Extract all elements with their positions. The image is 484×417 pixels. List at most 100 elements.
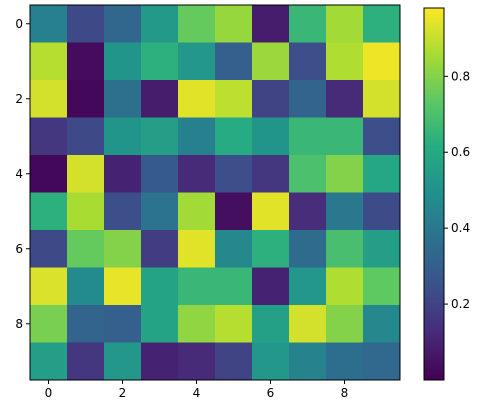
heatmap-cell	[178, 5, 216, 43]
y-axis: 0 2 4 6 8	[15, 17, 30, 331]
colorbar-gradient	[424, 8, 444, 380]
heatmap-cell	[363, 117, 401, 156]
colorbar-tick-label: 0.8	[451, 69, 470, 83]
heatmap-cell	[363, 342, 401, 381]
heatmap-cell	[363, 305, 401, 343]
heatmap-cell	[252, 192, 290, 231]
heatmap-cell	[104, 117, 142, 156]
heatmap-cell	[326, 42, 364, 81]
heatmap-cell	[67, 342, 105, 381]
heatmap-cell	[67, 155, 105, 193]
heatmap-cells	[30, 5, 401, 381]
heatmap-cell	[141, 230, 179, 268]
colorbar: 0.2 0.4 0.6 0.8	[423, 7, 470, 381]
heatmap-cell	[178, 305, 216, 343]
y-tick-label: 6	[15, 242, 23, 256]
heatmap-cell	[289, 305, 327, 343]
heatmap-cell	[326, 155, 364, 193]
heatmap-cell	[326, 230, 364, 268]
heatmap-cell	[326, 305, 364, 343]
heatmap-cell	[67, 117, 105, 156]
heatmap-cell	[215, 230, 253, 268]
heatmap-cell	[289, 342, 327, 381]
heatmap-cell	[104, 267, 142, 306]
heatmap-cell	[104, 155, 142, 193]
heatmap-cell	[252, 5, 290, 43]
heatmap-cell	[67, 42, 105, 81]
heatmap-cell	[67, 230, 105, 268]
heatmap-cell	[178, 117, 216, 156]
heatmap-cell	[215, 305, 253, 343]
heatmap-cell	[252, 117, 290, 156]
colorbar-tick-label: 0.6	[451, 145, 470, 159]
heatmap-cell	[363, 192, 401, 231]
x-tick-label: 6	[267, 386, 275, 400]
x-tick-label: 4	[193, 386, 201, 400]
heatmap-cell	[30, 342, 68, 381]
heatmap-cell	[30, 267, 68, 306]
heatmap-cell	[215, 342, 253, 381]
heatmap-cell	[363, 155, 401, 193]
heatmap-cell	[67, 192, 105, 231]
heatmap-cell	[215, 42, 253, 81]
heatmap-cell	[289, 80, 327, 118]
heatmap-cell	[104, 42, 142, 81]
heatmap-cell	[67, 80, 105, 118]
heatmap-cell	[67, 267, 105, 306]
heatmap-cell	[289, 230, 327, 268]
heatmap-cell	[289, 42, 327, 81]
colorbar-ticks: 0.2 0.4 0.6 0.8	[444, 69, 470, 311]
heatmap-cell	[30, 42, 68, 81]
heatmap-cell	[363, 42, 401, 81]
heatmap-cell	[326, 342, 364, 381]
heatmap-cell	[141, 342, 179, 381]
heatmap-cell	[215, 80, 253, 118]
heatmap-cell	[104, 5, 142, 43]
heatmap-cell	[215, 117, 253, 156]
heatmap-cell	[30, 305, 68, 343]
heatmap-cell	[326, 117, 364, 156]
heatmap-cell	[326, 192, 364, 231]
heatmap-cell	[141, 267, 179, 306]
heatmap-cell	[215, 5, 253, 43]
heatmap-cell	[178, 192, 216, 231]
heatmap-cell	[30, 117, 68, 156]
heatmap-cell	[252, 230, 290, 268]
heatmap-cell	[141, 42, 179, 81]
heatmap-cell	[178, 42, 216, 81]
heatmap-cell	[215, 155, 253, 193]
plot-frame	[29, 4, 401, 381]
heatmap-cell	[252, 305, 290, 343]
heatmap-cell	[67, 5, 105, 43]
y-tick-label: 2	[15, 92, 23, 106]
y-tick-label: 4	[15, 167, 23, 181]
heatmap-cell	[30, 80, 68, 118]
heatmap-cell	[141, 117, 179, 156]
y-tick-label: 0	[15, 17, 23, 31]
heatmap-cell	[215, 192, 253, 231]
heatmap-cell	[30, 155, 68, 193]
heatmap-cell	[289, 192, 327, 231]
heatmap-cell	[252, 80, 290, 118]
heatmap-cell	[178, 230, 216, 268]
heatmap-cell	[104, 80, 142, 118]
heatmap-cell	[178, 80, 216, 118]
heatmap-cell	[141, 155, 179, 193]
heatmap-cell	[178, 342, 216, 381]
x-tick-label: 8	[341, 386, 349, 400]
heatmap-cell	[252, 267, 290, 306]
heatmap-cell	[141, 192, 179, 231]
x-tick-label: 0	[45, 386, 53, 400]
heatmap-cell	[141, 5, 179, 43]
x-tick-label: 2	[119, 386, 127, 400]
heatmap-cell	[289, 5, 327, 43]
heatmap-cell	[289, 267, 327, 306]
heatmap-cell	[178, 155, 216, 193]
heatmap-cell	[363, 267, 401, 306]
heatmap-cell	[104, 305, 142, 343]
heatmap-cell	[104, 192, 142, 231]
x-axis: 0 2 4 6 8	[45, 380, 349, 400]
heatmap-cell	[30, 192, 68, 231]
heatmap-cell	[363, 230, 401, 268]
